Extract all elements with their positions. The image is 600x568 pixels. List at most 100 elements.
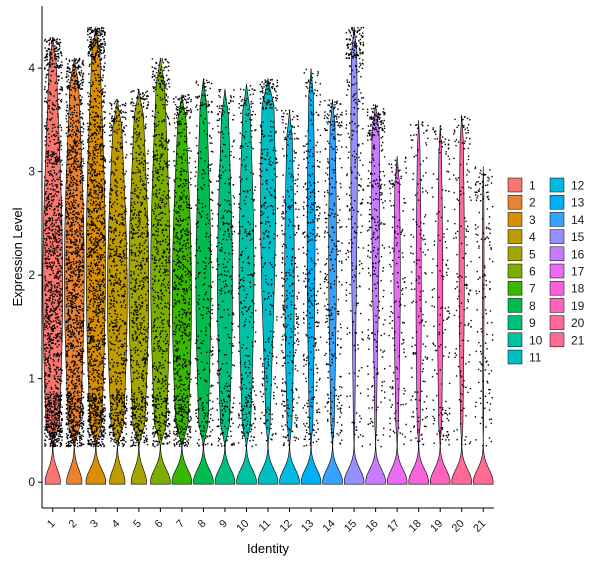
data-point [74,274,77,276]
data-point [80,196,82,199]
data-point [69,230,71,232]
data-point [70,118,72,120]
data-point [92,415,95,417]
data-point [81,302,83,304]
data-point [58,126,60,128]
data-point [121,121,123,124]
data-point [45,386,47,388]
data-point [100,136,102,138]
data-point [100,280,103,283]
data-point [52,339,55,341]
data-point [47,317,49,320]
data-point [76,339,78,341]
data-point [73,76,76,78]
data-point [48,404,50,407]
data-point [52,245,54,247]
data-point [56,38,59,40]
data-point [93,289,95,292]
data-point [77,235,79,238]
data-point [91,430,93,432]
data-point [71,300,74,303]
data-point [126,257,128,259]
data-point [90,221,93,224]
data-point [93,172,95,174]
data-point [71,331,73,334]
data-point [47,154,50,156]
data-point [117,440,119,443]
data-point [124,412,127,415]
data-point [54,184,57,186]
data-point [88,137,90,139]
data-point [78,379,81,381]
data-point [68,170,71,172]
data-point [124,323,126,325]
data-point [90,101,92,103]
data-point [124,205,126,208]
data-point [95,180,97,183]
data-point [119,242,122,244]
data-point [102,297,104,299]
data-point [48,434,51,436]
data-point [100,429,103,431]
data-point [65,345,68,348]
data-point [95,418,97,421]
data-point [101,234,103,236]
data-point [58,41,60,44]
data-point [92,244,95,246]
data-point [44,439,46,441]
data-point [57,367,59,369]
data-point [73,418,75,421]
data-point [97,173,99,176]
data-point [76,370,78,372]
data-point [103,389,105,391]
data-point [122,395,124,397]
data-point [47,359,49,362]
data-point [75,337,77,339]
data-point [54,337,57,339]
data-point [76,153,78,155]
data-point [49,37,51,39]
data-point [87,326,89,329]
data-point [95,307,98,309]
data-point [98,304,100,306]
data-point [103,56,106,59]
data-point [91,43,93,46]
data-point [80,218,82,220]
data-point [78,398,81,400]
data-point [81,257,83,259]
data-point [58,369,60,371]
data-point [144,279,147,281]
data-point [74,250,77,253]
data-point [91,169,93,172]
data-point [67,268,70,271]
data-point [68,311,70,313]
data-point [60,232,63,235]
data-point [94,148,96,150]
data-point [52,403,55,405]
data-point [59,410,61,412]
data-point [99,247,101,250]
data-point [74,149,77,152]
data-point [90,123,92,125]
data-point [93,154,95,156]
data-point [101,435,104,438]
data-point [123,218,125,220]
data-point [81,383,83,385]
data-point [45,398,47,400]
data-point [94,440,96,443]
data-point [51,155,54,158]
data-point [70,178,73,181]
data-point [70,407,72,409]
data-point [69,347,72,349]
data-point [58,43,60,45]
data-point [99,254,101,256]
data-point [116,439,118,442]
data-point [53,403,56,405]
data-point [90,30,93,33]
data-point [58,237,60,240]
data-point [56,272,58,275]
data-point [100,33,102,35]
data-point [76,399,79,401]
data-point [69,185,71,188]
data-point [109,134,111,137]
